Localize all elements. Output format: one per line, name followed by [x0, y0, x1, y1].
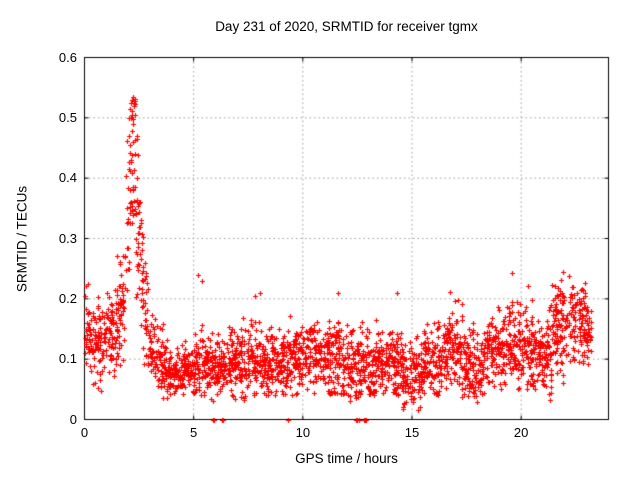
y-axis-label: SRMTID / TECUs: [14, 185, 30, 293]
y-tick-label: 0.1: [58, 351, 77, 367]
x-tick-label: 0: [80, 425, 89, 440]
x-tick-label: 20: [513, 425, 529, 440]
x-tick-label: 5: [190, 425, 198, 440]
y-tick-label: 0.3: [58, 230, 77, 246]
x-axis-label: GPS time / hours: [295, 451, 398, 466]
x-tick-label: 15: [404, 425, 420, 440]
y-tick-label: 0.6: [58, 49, 77, 65]
chart-title: Day 231 of 2020, SRMTID for receiver tgm…: [215, 19, 478, 34]
y-tick-label: 0.2: [58, 290, 77, 306]
y-tick-label: 0.4: [58, 170, 77, 186]
y-tick-label: 0.5: [58, 109, 77, 125]
y-tick-label: 0: [69, 411, 77, 427]
x-tick-label: 10: [295, 425, 311, 440]
